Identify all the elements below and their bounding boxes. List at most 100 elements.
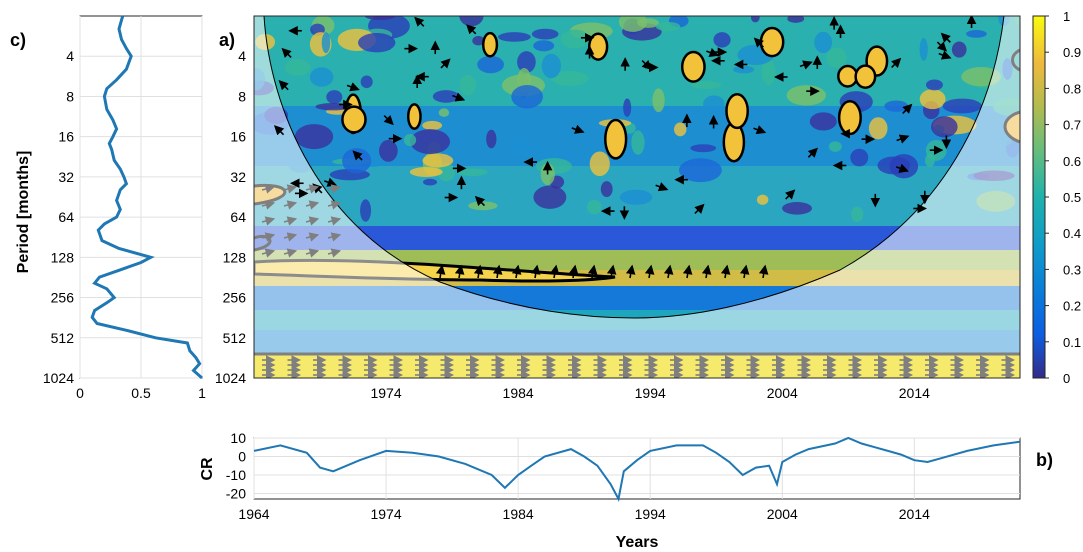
panel-a-x-tick-label: 1984 — [503, 385, 534, 401]
coherence-patch — [285, 59, 311, 76]
colorbar-tick-label: 0.9 — [1063, 45, 1081, 60]
coherence-patch — [326, 90, 342, 104]
panel-a-x-ticks: 1974 1984 1994 2004 2014 — [370, 385, 930, 401]
coherence-patch — [361, 76, 373, 89]
panel-c-y-tick-label: 4 — [66, 48, 74, 64]
panel-c-x-ticks: 0 0.5 1 — [76, 385, 206, 401]
panel-a-y-tick-label: 512 — [223, 330, 247, 346]
panel-a-y-tick-label: 256 — [223, 290, 247, 306]
coherence-patch — [703, 96, 725, 113]
coherence-patch — [787, 85, 826, 106]
coherence-patch — [601, 181, 613, 197]
coherence-patch — [456, 168, 488, 176]
panel-c-y-ticks: 481632641282565121024 — [43, 48, 74, 386]
colorbar-tick-label: 1 — [1063, 9, 1070, 24]
coherence-patch — [538, 148, 573, 159]
period-axis-label: Period [months] — [15, 151, 32, 274]
coherence-patch — [590, 151, 610, 176]
colorbar-tick-label: 0.4 — [1063, 226, 1081, 241]
panel-c-label: c) — [10, 30, 26, 50]
coherence-patch — [850, 149, 868, 167]
coherence-patch — [310, 67, 334, 86]
coherence-patch — [511, 137, 540, 158]
panel-c-y-tick-label: 512 — [51, 330, 75, 346]
colorbar-tick-label: 0.6 — [1063, 154, 1081, 169]
significant-contour — [605, 120, 626, 158]
coherence-patch — [674, 123, 686, 137]
panel-b-x-tick-label: 1984 — [503, 506, 534, 522]
coherence-patch — [869, 117, 888, 139]
panel-a-y-tick-label: 128 — [223, 249, 247, 265]
coherence-patch — [877, 156, 910, 174]
significant-contour — [724, 123, 744, 161]
panel-b-frame — [254, 438, 1020, 499]
panel-a-y-tick-label: 1024 — [215, 370, 246, 386]
panel-c-x-tick-label: 1 — [198, 385, 206, 401]
coherence-patch — [690, 144, 716, 152]
panel-a-y-tick-label: 16 — [230, 129, 246, 145]
panel-a-x-tick-label: 1994 — [635, 385, 666, 401]
coherence-patch — [322, 32, 330, 53]
coherence-patch — [542, 54, 561, 78]
coherence-patch — [532, 29, 559, 40]
coherence-patch — [884, 101, 908, 112]
panel-b-x-tick-label: 1974 — [370, 506, 401, 522]
panel-c-y-tick-label: 128 — [51, 249, 75, 265]
significant-contour — [682, 52, 704, 82]
coherence-patch — [810, 112, 837, 130]
panel-c-y-tick-label: 8 — [66, 88, 74, 104]
wavelet-coherence-map — [245, 6, 1033, 378]
panel-b-x-tick-label: 1994 — [635, 506, 666, 522]
coherence-patch — [631, 130, 644, 154]
panel-c-y-tick-label: 256 — [51, 290, 75, 306]
coherence-patch — [733, 66, 754, 74]
coherence-patch — [966, 30, 987, 38]
coherence-patch — [360, 199, 371, 222]
coherence-patch — [829, 141, 842, 151]
panel-a-label: a) — [219, 30, 235, 50]
coherence-patch — [477, 56, 504, 73]
significant-contour — [342, 107, 365, 133]
significant-contour — [761, 28, 783, 56]
colorbar-tick-label: 0.5 — [1063, 190, 1081, 205]
coherence-patch — [943, 99, 982, 114]
colorbar-tick-label: 0.3 — [1063, 262, 1081, 277]
panel-b-y-tick-label: -20 — [226, 485, 246, 501]
coherence-patch — [410, 129, 450, 154]
panel-b-y-tick-label: -10 — [226, 467, 246, 483]
coherence-patch — [826, 48, 846, 68]
coherence-patch — [498, 32, 531, 42]
coherence-patch — [422, 121, 442, 130]
colorbar-tick-label: 0.7 — [1063, 118, 1081, 133]
panel-a: 481632641282565121024 1974 1984 1994 2004 20… — [215, 6, 1033, 401]
coherence-patch — [404, 134, 416, 146]
coherence-patch — [410, 167, 443, 177]
panel-a-y-tick-label: 64 — [230, 209, 246, 225]
coherence-patch — [952, 41, 967, 57]
coherence-patch — [587, 200, 602, 214]
panel-b-label: b) — [1036, 450, 1053, 470]
panel-b-x-tick-label: 1964 — [238, 506, 269, 522]
coherence-patch — [342, 148, 371, 173]
panel-a-x-tick-label: 1974 — [370, 385, 401, 401]
coherence-patch — [511, 85, 543, 108]
coherence-patch — [851, 207, 863, 222]
coherence-patch — [920, 89, 946, 109]
coherence-patch — [926, 79, 943, 90]
panel-b: 100-10-20 1964 1974 1984 1994 2004 2014 CR Ye… — [199, 430, 1053, 551]
colorbar-gradient — [1033, 16, 1045, 378]
coherence-patch — [439, 108, 449, 116]
panel-c-y-tick-label: 32 — [58, 169, 74, 185]
coherence-patch — [623, 99, 631, 117]
panel-a-x-tick-label: 2004 — [767, 385, 798, 401]
panel-c-y-tick-label: 1024 — [43, 370, 74, 386]
coherence-patch — [679, 158, 722, 182]
significant-contour — [408, 104, 420, 128]
panel-c-x-tick-label: 0.5 — [131, 385, 151, 401]
coherence-patch — [295, 124, 333, 149]
colorbar-tick-label: 0 — [1063, 371, 1070, 386]
panel-a-x-tick-label: 2014 — [899, 385, 930, 401]
coherence-patch — [533, 186, 566, 209]
panel-a-y-tick-label: 8 — [238, 88, 246, 104]
